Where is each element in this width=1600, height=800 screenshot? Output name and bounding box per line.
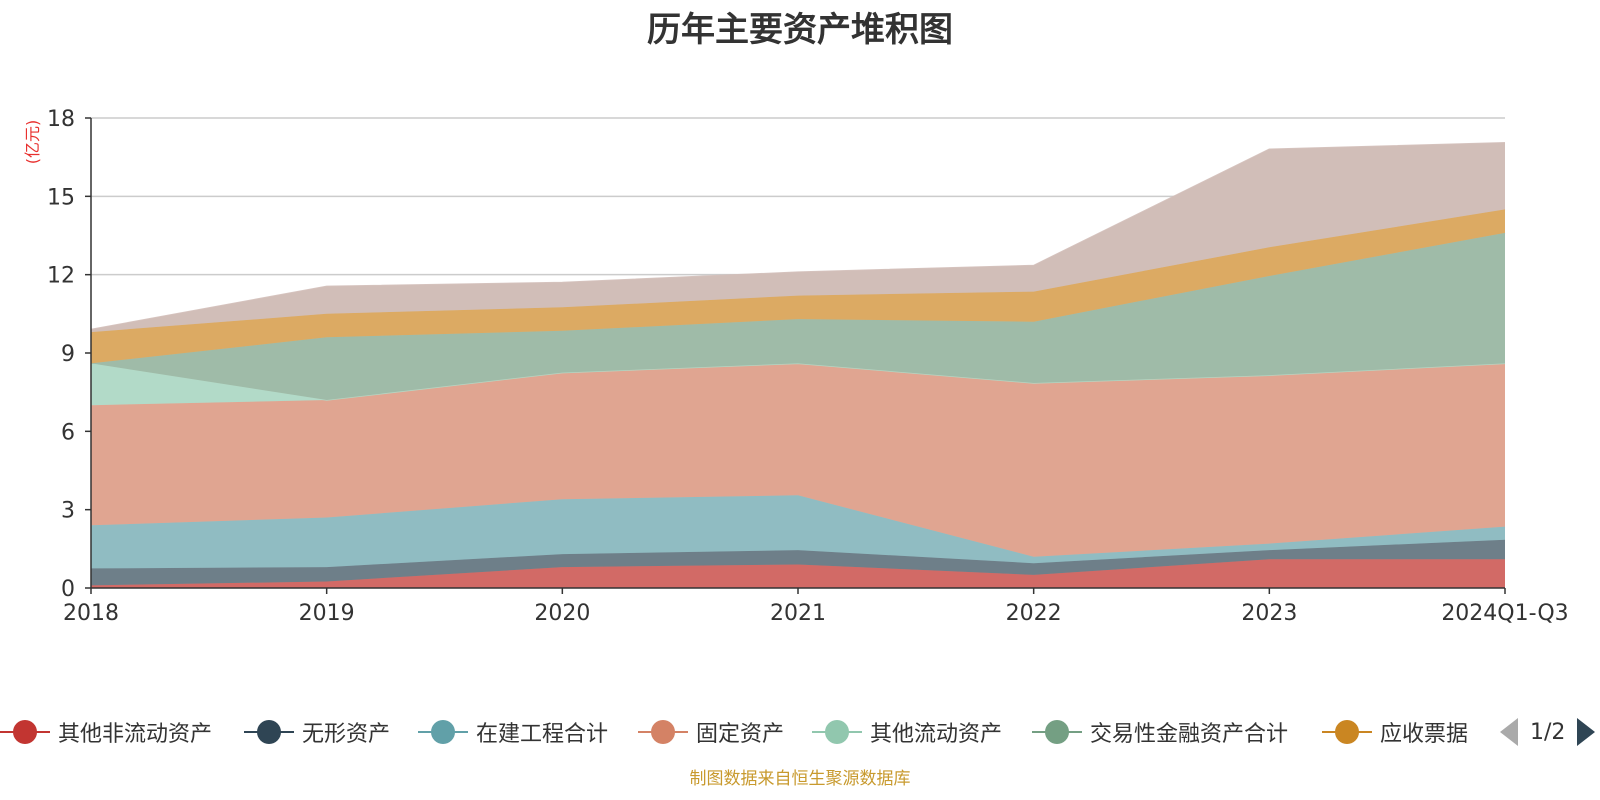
y-axis-unit-label: (亿元) (23, 120, 42, 165)
legend-label: 应收票据 (1380, 722, 1469, 747)
area-series-6 (91, 232, 1505, 400)
area-series-4 (91, 363, 1505, 557)
legend-next-page-icon[interactable] (1577, 718, 1596, 746)
area-series-1 (91, 559, 1505, 588)
area-series-3 (91, 495, 1505, 569)
y-tick-label: 15 (47, 185, 75, 210)
legend-marker-icon (418, 712, 468, 752)
legend-label: 交易性金融资产合计 (1090, 722, 1289, 747)
legend-item-4[interactable]: 固定资产 (638, 712, 784, 752)
y-tick-label: 6 (61, 420, 75, 445)
area-series-8-edge (90, 142, 1506, 331)
x-tick-label: 2024Q1-Q3 (1441, 601, 1568, 626)
legend-item-7[interactable]: 应收票据 (1322, 712, 1468, 752)
legend-prev-page-icon[interactable] (1500, 718, 1518, 746)
legend-label: 固定资产 (696, 722, 785, 747)
legend-marker-icon (812, 712, 862, 752)
legend-pager: 1/2 (1500, 712, 1596, 752)
x-tick-label: 2021 (770, 601, 826, 626)
x-tick-label: 2018 (63, 601, 119, 626)
y-tick-label: 0 (61, 577, 75, 602)
y-tick-label: 3 (61, 499, 75, 524)
legend-marker-icon (1322, 712, 1372, 752)
legend-marker-icon (244, 712, 294, 752)
legend-label: 在建工程合计 (476, 722, 609, 747)
x-tick-label: 2023 (1241, 601, 1297, 626)
area-series-2 (91, 539, 1505, 586)
legend-item-3[interactable]: 在建工程合计 (418, 712, 608, 752)
chart-title: 历年主要资产堆积图 (647, 10, 953, 50)
area-series-5 (91, 363, 1505, 406)
y-tick-label: 12 (47, 264, 75, 289)
stacked-areas (90, 142, 1506, 588)
legend-item-5[interactable]: 其他流动资产 (812, 712, 1002, 752)
legend-marker-icon (638, 712, 688, 752)
y-tick-label: 9 (61, 342, 75, 367)
legend: 其他非流动资产 无形资产 在建工程合计 固定资产 其他流动资产 交易性金融资产合计 应收票据 (0, 712, 1600, 752)
legend-page-indicator: 1/2 (1530, 719, 1566, 745)
y-tick-label: 18 (47, 107, 75, 132)
legend-label: 无形资产 (302, 722, 391, 747)
axes: 0 3 6 9 12 15 18 2018 2019 2020 2021 2022 2023 2024Q1… (47, 107, 1569, 626)
x-tick-label: 2019 (299, 601, 355, 626)
legend-label: 其他非流动资产 (58, 722, 213, 747)
legend-marker-icon (0, 712, 50, 752)
legend-marker-icon (1032, 712, 1082, 752)
x-tick-label: 2020 (534, 601, 590, 626)
source-footer: 制图数据来自恒生聚源数据库 (689, 769, 911, 789)
legend-label: 其他流动资产 (870, 722, 1003, 747)
x-tick-label: 2022 (1006, 601, 1062, 626)
legend-item-1[interactable]: 其他非流动资产 (0, 712, 212, 752)
legend-item-6[interactable]: 交易性金融资产合计 (1032, 712, 1288, 752)
legend-item-2[interactable]: 无形资产 (244, 712, 390, 752)
area-series-7 (91, 209, 1505, 364)
